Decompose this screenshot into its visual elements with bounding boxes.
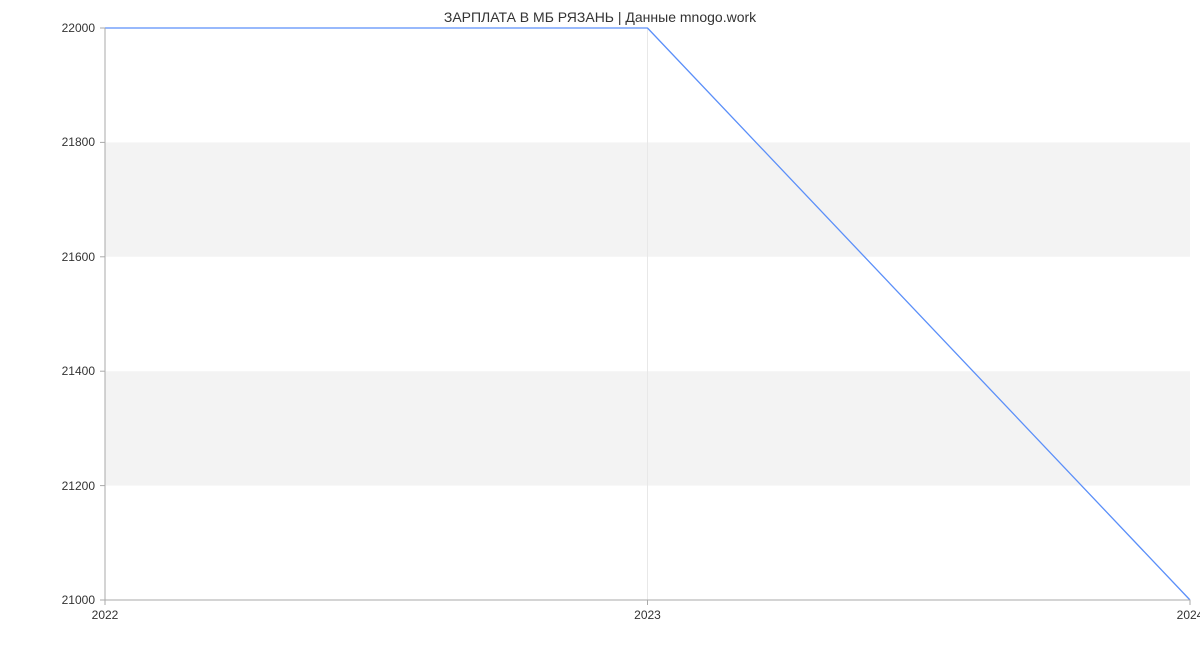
salary-line-chart: ЗАРПЛАТА В МБ РЯЗАНЬ | Данные mnogo.work…	[0, 0, 1200, 650]
y-tick-label: 21400	[55, 364, 95, 378]
y-tick-label: 21600	[55, 250, 95, 264]
chart-title: ЗАРПЛАТА В МБ РЯЗАНЬ | Данные mnogo.work	[0, 9, 1200, 25]
y-tick-label: 22000	[55, 21, 95, 35]
y-tick-label: 21000	[55, 593, 95, 607]
x-tick-label: 2023	[634, 608, 661, 622]
y-tick-label: 21800	[55, 135, 95, 149]
plot-area	[105, 28, 1190, 600]
plot-svg	[105, 28, 1190, 600]
x-tick-label: 2024	[1177, 608, 1200, 622]
y-tick-label: 21200	[55, 479, 95, 493]
x-tick-label: 2022	[92, 608, 119, 622]
